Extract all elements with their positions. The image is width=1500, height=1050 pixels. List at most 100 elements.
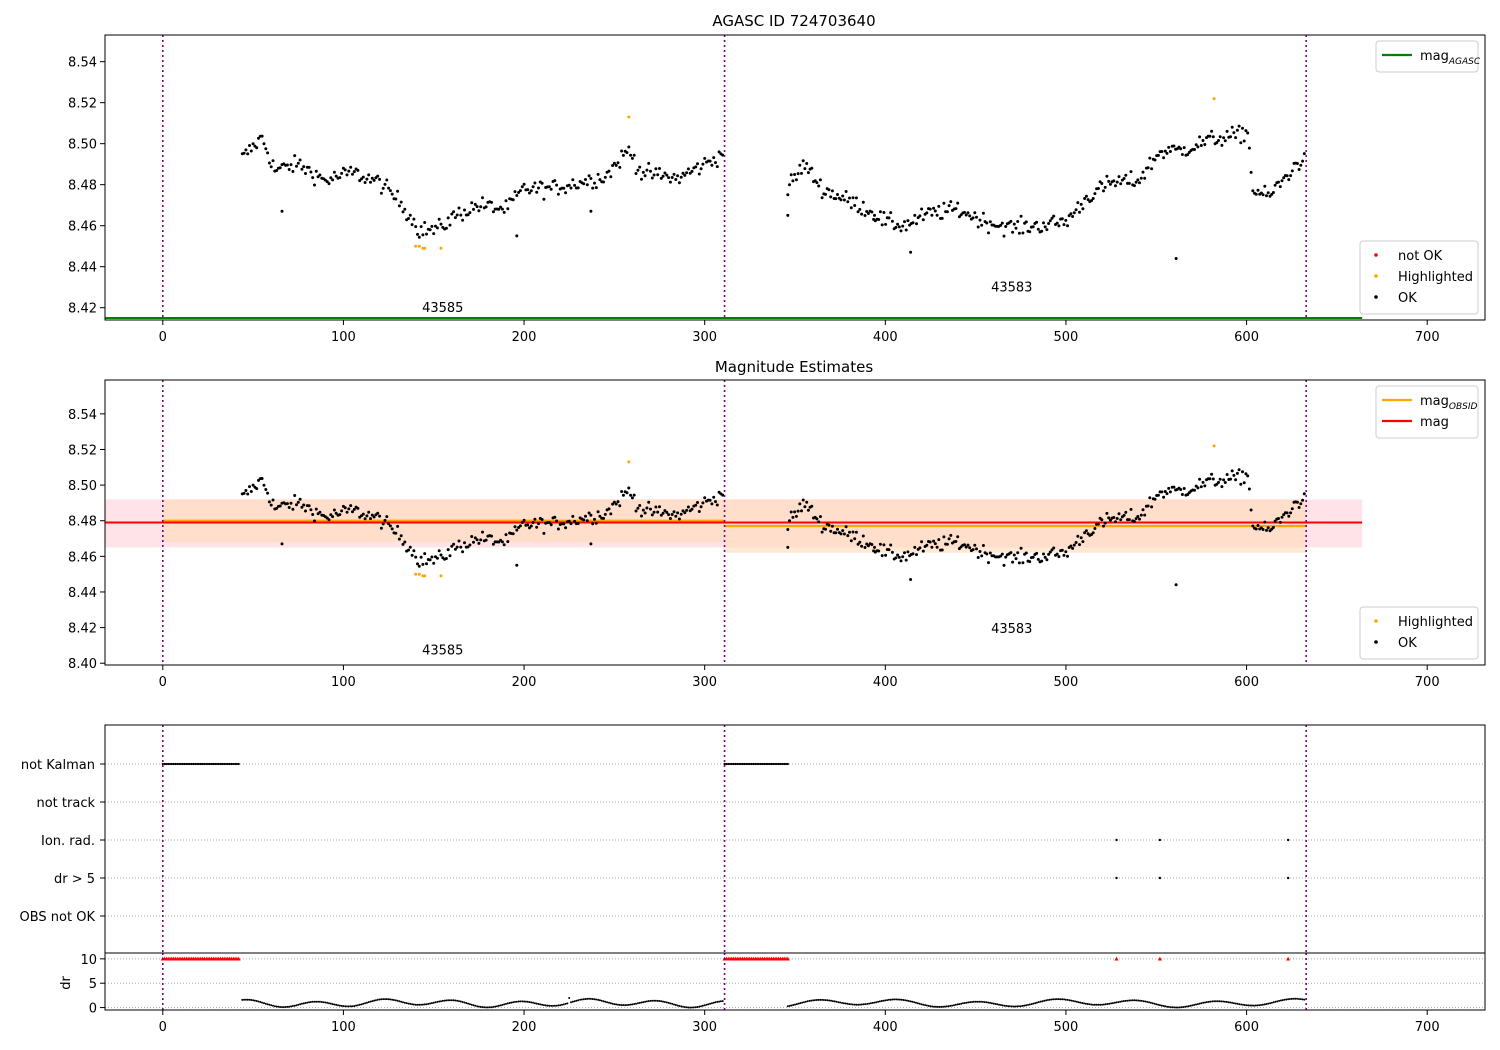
ok-point (1105, 511, 1109, 515)
ok-point (267, 161, 271, 165)
dr-point (589, 997, 592, 1000)
ok-point (679, 512, 683, 516)
dr-point (949, 1004, 952, 1007)
ok-point (849, 539, 853, 543)
ok-point (407, 548, 410, 552)
ok-point (1280, 515, 1284, 519)
ok-point (714, 500, 717, 504)
ok-point (978, 550, 982, 553)
ok-point (620, 490, 624, 493)
dr-point (456, 999, 459, 1002)
dr-point (897, 998, 899, 1001)
dr-point (878, 1000, 881, 1003)
flag-point (734, 762, 737, 766)
dr-point (517, 1000, 520, 1003)
ok-point (981, 544, 985, 547)
ok-point (878, 210, 882, 214)
ok-point (629, 493, 633, 497)
ok-point (518, 524, 522, 528)
ok-point (1235, 128, 1239, 132)
dr-point (474, 1004, 477, 1007)
dr-point (866, 1002, 869, 1005)
ok-point (827, 523, 831, 527)
ok-point (437, 217, 441, 221)
dr-point (1099, 1003, 1102, 1006)
ok-point (340, 171, 344, 175)
dr-point (638, 1001, 641, 1004)
flag-category-label: Ion. rad. (41, 834, 95, 849)
dr-point (671, 1002, 674, 1005)
ok-point (515, 563, 519, 567)
ok-point (528, 526, 531, 530)
ok-point (641, 508, 645, 512)
ok-point (264, 488, 268, 491)
dr-point (794, 1003, 796, 1006)
ok-point (846, 534, 850, 538)
ok-point (882, 543, 886, 547)
flag-category-label: not Kalman (21, 758, 95, 773)
dr-point (1151, 1002, 1154, 1005)
ok-point (1287, 514, 1291, 518)
ok-point (387, 186, 391, 190)
dr-point (362, 1002, 365, 1005)
ok-point (848, 530, 851, 534)
dr-point (938, 1005, 941, 1008)
ok-point (428, 228, 432, 232)
flag-point (208, 762, 211, 766)
ok-point (721, 493, 725, 497)
dr-point (613, 1003, 616, 1006)
dr-point (467, 1002, 470, 1005)
ok-point (425, 232, 428, 236)
ok-point (1042, 552, 1045, 556)
ok-point (681, 171, 685, 175)
dr-point (808, 999, 811, 1002)
ok-point (331, 178, 335, 182)
dr-point (496, 1005, 498, 1008)
ok-point (425, 562, 428, 566)
ok-point (798, 502, 802, 506)
flag-point (730, 762, 733, 766)
dr-point (824, 999, 827, 1002)
dr-point (555, 1004, 558, 1007)
x-tick-label: 400 (873, 675, 898, 690)
dr-point (1238, 1003, 1241, 1006)
ok-point (289, 501, 293, 505)
ok-point (450, 544, 454, 548)
dr-point (340, 1004, 343, 1007)
ok-point (947, 537, 951, 541)
ok-point (304, 509, 307, 513)
ok-point (976, 225, 980, 229)
x-tick-label: 0 (159, 330, 167, 345)
ok-point (598, 178, 602, 182)
ok-point (408, 213, 412, 217)
highlighted-point (439, 574, 443, 578)
ok-point (920, 540, 924, 544)
y-tick-label: 8.44 (68, 586, 97, 601)
dr-point (996, 1003, 999, 1006)
ok-point (369, 517, 372, 521)
dr-point (246, 998, 249, 1001)
ok-point (502, 210, 506, 214)
dr-point (391, 998, 394, 1001)
dr-point (1191, 1004, 1194, 1007)
ok-point (1035, 220, 1039, 224)
dr-point (841, 1001, 843, 1004)
ok-point (1193, 488, 1196, 492)
ok-point (423, 552, 427, 556)
ok-point (712, 495, 716, 499)
ok-point (1160, 490, 1164, 494)
ok-point (535, 190, 539, 194)
ok-point (890, 219, 894, 223)
dr-point (430, 1002, 433, 1005)
ok-point (1297, 168, 1301, 171)
ok-point (1242, 139, 1246, 143)
ok-point (935, 545, 939, 549)
dr-point (512, 1001, 515, 1004)
ok-point (1289, 511, 1293, 515)
dr-point (1059, 998, 1062, 1001)
ok-point (842, 198, 846, 202)
dr-point (1124, 999, 1127, 1002)
ok-point (1012, 553, 1016, 557)
ok-point (1017, 231, 1021, 235)
dr-point (418, 1003, 421, 1006)
